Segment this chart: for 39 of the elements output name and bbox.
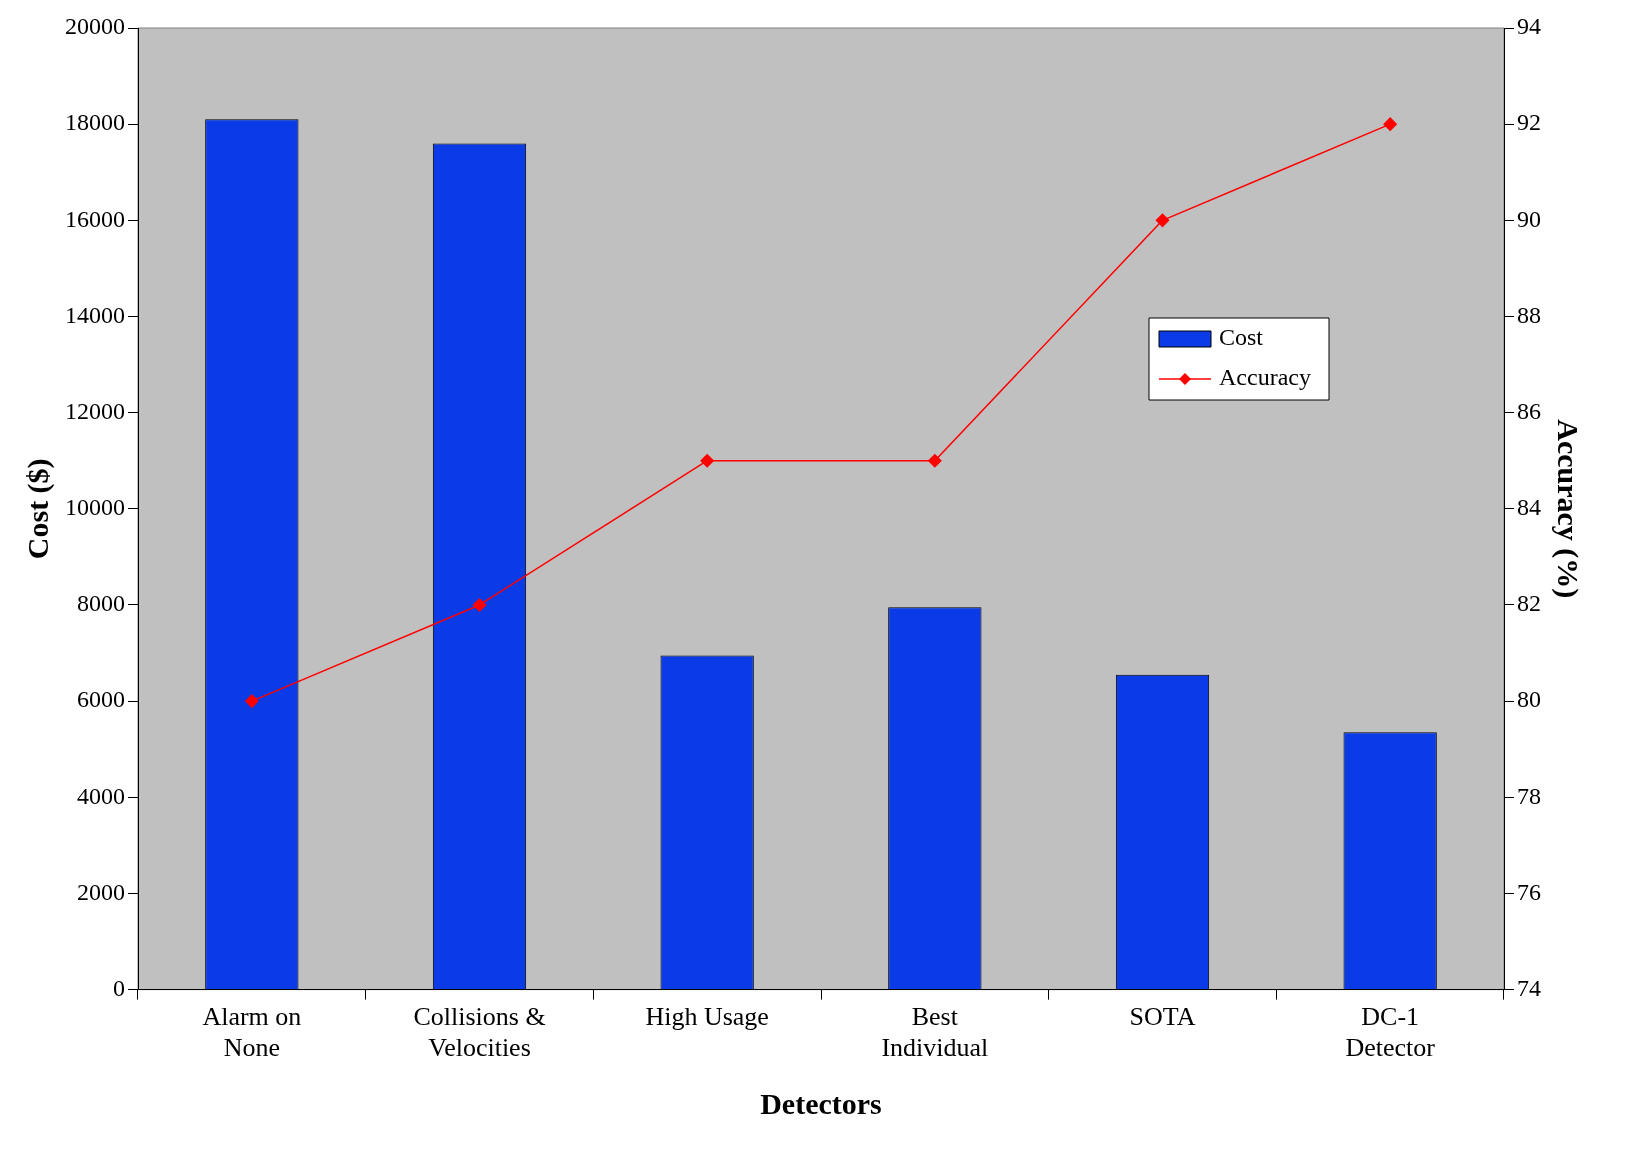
point [928,453,942,468]
x-tick-label: SOTA [1129,1002,1196,1032]
point [1383,117,1397,131]
y-tick-label: 18000 [65,109,125,136]
y2-tick-label: 76 [1517,878,1541,905]
y-tick-label: 10000 [65,494,125,521]
legend-label: Accuracy [1219,364,1311,391]
y-tick-label: 2000 [77,878,125,905]
y-tick-label: 4000 [77,782,125,809]
y2-axis-title: Accuracy (%) [1551,419,1586,599]
point [245,694,259,708]
y-tick-label: 14000 [65,301,125,328]
y2-tick-label: 94 [1517,13,1541,40]
point [700,453,714,468]
point [1155,213,1170,228]
y2-tick-label: 74 [1517,974,1541,1001]
point [472,598,487,612]
y-tick-label: 0 [113,974,125,1001]
y-tick-label: 6000 [77,686,125,713]
y2-tick-label: 90 [1517,205,1541,232]
x-tick-label: Collisions & Velocities [413,1002,546,1063]
x-axis-title: Detectors [760,1086,882,1120]
y-axis-title: Cost ($) [20,458,55,560]
legend-label: Cost [1219,324,1264,351]
x-tick-label: High Usage [645,1002,769,1032]
y2-tick-label: 82 [1517,590,1541,617]
x-tick-label: Alarm on None [202,1002,302,1063]
y2-tick-label: 84 [1517,494,1541,521]
x-tick-label: DC-1 Detector [1345,1002,1436,1063]
y-tick-label: 20000 [65,13,125,40]
y-tick-label: 16000 [65,205,125,232]
y-tick-label: 8000 [77,590,125,617]
y2-tick-label: 86 [1517,397,1541,424]
y2-tick-label: 92 [1517,109,1541,136]
y2-tick-label: 80 [1517,686,1541,713]
x-tick-label: Best Individual [881,1002,989,1063]
y-tick-label: 12000 [65,397,125,424]
y2-tick-label: 88 [1517,301,1541,328]
y2-tick-label: 78 [1517,782,1541,809]
